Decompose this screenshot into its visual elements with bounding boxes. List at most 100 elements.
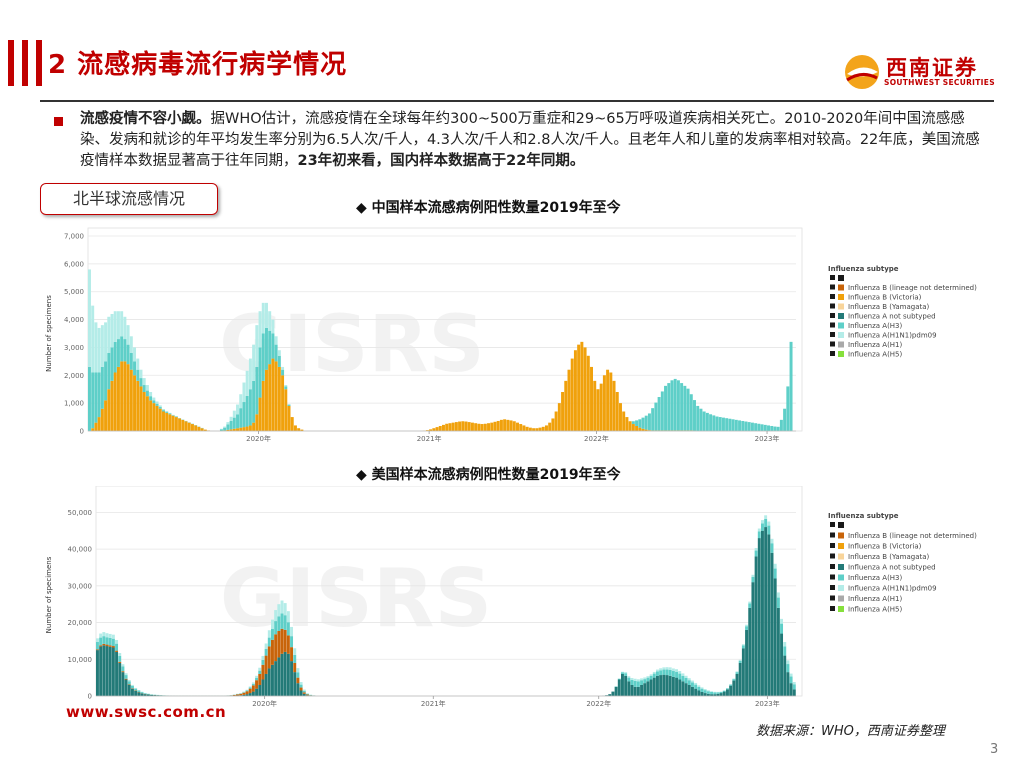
bar-segment: [271, 628, 274, 640]
bar-segment: [281, 369, 285, 376]
bar-segment: [741, 648, 745, 696]
bar-segment: [115, 651, 119, 696]
bar-segment: [139, 386, 143, 431]
y-axis-label: Number of specimens: [45, 556, 53, 633]
bar-segment: [155, 405, 159, 431]
bar-segment: [145, 390, 149, 397]
bar-segment: [741, 645, 745, 649]
y-tick-label: 4,000: [64, 316, 84, 324]
bar-segment: [659, 675, 663, 696]
bar-segment: [258, 667, 262, 671]
legend-bullet: [830, 341, 835, 347]
bar-segment: [110, 380, 114, 431]
legend-swatch: [838, 351, 844, 357]
bar-segment: [761, 520, 764, 524]
bar-segment: [118, 653, 122, 656]
bar-segment: [99, 645, 103, 647]
bar-segment: [706, 691, 710, 694]
bar-segment: [621, 672, 624, 674]
bar-segment: [115, 643, 119, 651]
x-tick-label: 2022年: [586, 699, 611, 708]
bar-segment: [283, 651, 287, 696]
bar-segment: [111, 634, 115, 639]
bar-segment: [126, 325, 130, 345]
bar-segment: [280, 613, 284, 629]
bar-segment: [121, 666, 125, 672]
bar-segment: [302, 689, 306, 691]
bar-segment: [630, 684, 634, 696]
bar-segment: [268, 364, 272, 431]
website-link[interactable]: www.swsc.com.cn: [66, 703, 227, 721]
legend-bullet: [830, 322, 835, 328]
bar-segment: [127, 680, 131, 682]
bar-segment: [258, 397, 262, 431]
bar-segment: [649, 679, 653, 696]
bar-segment: [121, 671, 125, 673]
bar-segment: [255, 325, 259, 367]
bar-segment: [136, 358, 140, 370]
bar-segment: [786, 386, 790, 431]
bar-segment: [299, 684, 303, 688]
y-tick-label: 7,000: [64, 233, 84, 241]
bar-segment: [627, 681, 631, 696]
bar-segment: [252, 344, 256, 381]
bar-segment: [643, 679, 647, 684]
bar-segment: [271, 358, 275, 431]
bar-segment: [150, 694, 154, 696]
summary-paragraph: 流感疫情不容小觑。据WHO估计，流感疫情在全球每年约300~500万重症和29~…: [80, 109, 990, 172]
summary-conclusion: 23年初来看，国内样本数据高于22年同期。: [297, 153, 585, 169]
bar-segment: [113, 311, 117, 342]
bar-segment: [232, 417, 236, 429]
bar-segment: [773, 568, 777, 579]
bar-segment: [599, 383, 603, 431]
bar-segment: [700, 688, 704, 692]
bar-segment: [226, 422, 230, 425]
bar-segment: [97, 417, 101, 431]
legend-label: Influenza A(H1N1)pdm09: [848, 332, 937, 340]
bar-segment: [614, 686, 618, 696]
bar-segment: [142, 392, 146, 431]
legend-label: Influenza B (lineage not determined): [848, 284, 977, 292]
bar-segment: [277, 616, 281, 631]
bar-segment: [738, 660, 742, 663]
bar-segment: [265, 327, 268, 370]
bar-segment: [267, 646, 271, 669]
bar-segment: [242, 694, 246, 696]
bar-segment: [248, 425, 252, 431]
bar-segment: [104, 400, 108, 431]
bar-segment: [734, 419, 738, 431]
legend-label: Influenza B (Yamagata): [848, 303, 930, 311]
section-tag: 北半球流感情况: [40, 183, 218, 215]
bar-segment: [636, 681, 640, 687]
bar-segment: [299, 687, 303, 691]
legend-label: Influenza A not subtyped: [848, 564, 936, 572]
bar-segment: [127, 684, 131, 685]
bar-segment: [681, 681, 685, 696]
bar-segment: [554, 411, 558, 431]
bar-segment: [464, 421, 468, 431]
legend-label: Influenza A(H5): [848, 351, 903, 359]
bar-segment: [640, 684, 644, 696]
summary-lead: 流感疫情不容小觑。: [80, 111, 211, 127]
bar-segment: [96, 649, 99, 651]
bar-segment: [143, 693, 147, 694]
bar-segment: [99, 637, 103, 646]
bar-segment: [145, 396, 149, 431]
bar-segment: [274, 336, 278, 345]
bar-segment: [652, 673, 656, 678]
legend-bullet: [830, 294, 835, 299]
legend-swatch: [838, 585, 844, 591]
bar-segment: [91, 305, 95, 373]
legend-label: Influenza B (Victoria): [848, 294, 922, 302]
bar-segment: [689, 394, 693, 431]
bar-segment: [236, 414, 239, 429]
bar-segment: [296, 668, 300, 673]
y-tick-label: 10,000: [68, 656, 93, 664]
bar-segment: [267, 630, 271, 638]
bar-segment: [706, 690, 710, 692]
bar-segment: [609, 372, 613, 431]
bar-segment: [255, 366, 259, 415]
bar-segment: [100, 408, 104, 431]
bar-segment: [105, 646, 109, 696]
y-tick-label: 1,000: [64, 400, 84, 408]
